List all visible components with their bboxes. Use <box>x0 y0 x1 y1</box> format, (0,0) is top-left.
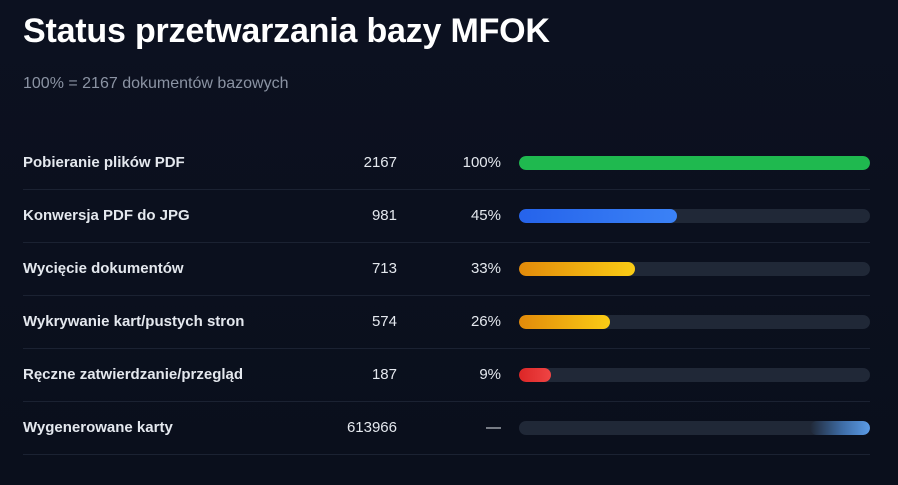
status-row-document-cropping: Wycięcie dokumentów 713 33% <box>23 243 870 296</box>
status-row-percent: 45% <box>470 207 501 224</box>
progress-indicator <box>810 421 870 435</box>
progress-bar <box>519 262 870 276</box>
status-row-count: 2167 <box>363 154 397 171</box>
status-row-count: 574 <box>371 313 397 330</box>
status-row-label: Wycięcie dokumentów <box>23 260 184 277</box>
progress-bar <box>519 209 870 223</box>
status-row-percent: 9% <box>479 366 501 383</box>
status-row-count: 613966 <box>346 419 397 436</box>
progress-fill <box>519 315 611 329</box>
status-row-percent: 26% <box>470 313 501 330</box>
page-subtitle: 100% = 2167 dokumentów bazowych <box>23 75 289 92</box>
status-row-card-detection: Wykrywanie kart/pustych stron 574 26% <box>23 296 870 349</box>
status-row-label: Ręczne zatwierdzanie/przegląd <box>23 366 244 383</box>
progress-bar <box>519 156 870 170</box>
progress-fill <box>519 209 677 223</box>
status-row-manual-review: Ręczne zatwierdzanie/przegląd 187 9% <box>23 349 870 402</box>
status-row-pdf-download: Pobieranie plików PDF 2167 100% <box>23 137 870 190</box>
progress-fill <box>519 262 635 276</box>
status-row-generated-cards: Wygenerowane karty 613966 — <box>23 402 870 455</box>
progress-bar <box>519 421 870 435</box>
status-row-count: 713 <box>371 260 397 277</box>
progress-fill <box>519 156 870 170</box>
status-row-count: 187 <box>371 366 397 383</box>
status-row-label: Wygenerowane karty <box>23 419 173 436</box>
status-row-pdf-to-jpg: Konwersja PDF do JPG 981 45% <box>23 190 870 243</box>
status-list: Pobieranie plików PDF 2167 100% Konwersj… <box>23 137 870 455</box>
progress-bar <box>519 368 870 382</box>
status-row-label: Konwersja PDF do JPG <box>23 207 190 224</box>
page-title: Status przetwarzania bazy MFOK <box>23 12 550 50</box>
status-row-label: Pobieranie plików PDF <box>23 154 185 171</box>
status-row-percent: 33% <box>470 260 501 277</box>
status-row-label: Wykrywanie kart/pustych stron <box>23 313 245 330</box>
status-row-percent: — <box>486 419 501 436</box>
progress-bar <box>519 315 870 329</box>
status-row-percent: 100% <box>462 154 501 171</box>
status-row-count: 981 <box>371 207 397 224</box>
progress-fill <box>519 368 551 382</box>
